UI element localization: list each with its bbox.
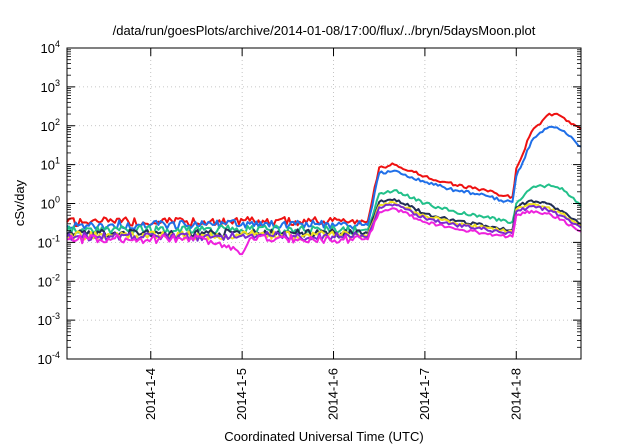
y-tick-label: 101 xyxy=(41,156,60,173)
y-tick-label: 102 xyxy=(41,117,60,134)
x-tick-label: 2014-1-4 xyxy=(143,368,158,420)
series-line-2 xyxy=(66,125,582,230)
y-tick-label: 10-1 xyxy=(38,233,60,250)
y-tick-label: 100 xyxy=(41,195,60,212)
x-tick-label: 2014-1-8 xyxy=(508,368,523,420)
y-tick-label: 10-4 xyxy=(38,350,60,367)
chart-title: /data/run/goesPlots/archive/2014-01-08/1… xyxy=(113,23,536,38)
series-line-6 xyxy=(66,203,582,242)
ticks xyxy=(67,47,581,360)
y-tick-label: 10-3 xyxy=(38,311,60,328)
x-tick-label: 2014-1-5 xyxy=(234,368,249,420)
y-tick-label: 10-2 xyxy=(38,272,60,289)
grid xyxy=(67,48,581,359)
x-tick-label: 2014-1-7 xyxy=(417,368,432,420)
x-tick-labels: 2014-1-4 2014-1-5 2014-1-6 2014-1-7 2014-1-8 xyxy=(143,368,524,420)
x-axis-label: Coordinated Universal Time (UTC) xyxy=(224,429,423,444)
y-tick-label: 104 xyxy=(41,39,60,56)
y-tick-label: 103 xyxy=(41,78,60,95)
series-line-1 xyxy=(66,112,582,228)
y-tick-labels: 10-4 10-3 10-2 10-1 100 101 102 103 104 xyxy=(38,39,60,367)
series-line-4 xyxy=(66,198,582,239)
series-line-7 xyxy=(66,207,582,256)
y-axis-label: cSv/day xyxy=(12,179,27,226)
series-layer xyxy=(66,112,582,256)
x-tick-label: 2014-1-6 xyxy=(326,368,341,420)
